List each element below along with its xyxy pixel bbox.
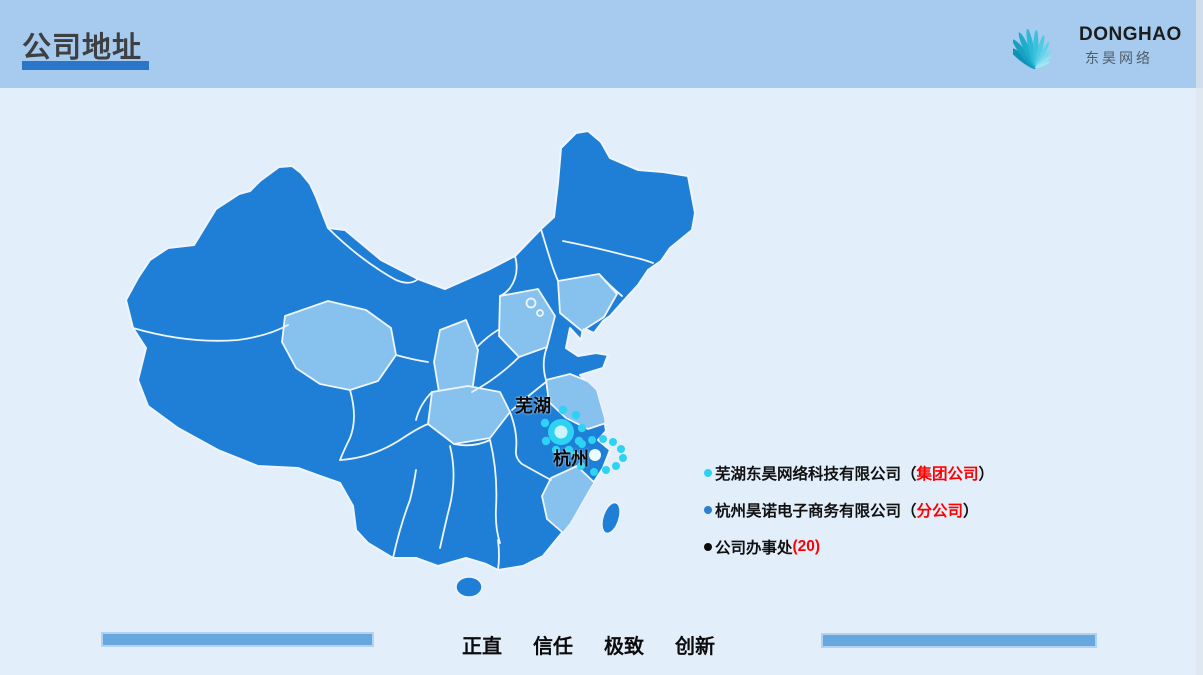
legend-paren: ）	[978, 466, 995, 483]
china-outline	[125, 130, 696, 571]
legend-company-name: 公司办事处	[715, 540, 793, 557]
legend-bullet-black	[704, 543, 712, 551]
decor-bar-left	[101, 632, 374, 647]
city-label-wuhu: 芜湖	[515, 396, 551, 416]
legend-highlight: (20)	[792, 538, 821, 555]
legend: 芜湖东昊网络科技有限公司 （ 集团公司 ） 杭州昊诺电子商务有限公司 （ 分公司…	[704, 462, 1034, 573]
value-word: 正直	[462, 636, 502, 658]
right-edge-strip	[1196, 0, 1203, 675]
header-band: 公司地址 DONGHAO 东昊网络	[0, 0, 1203, 88]
company-logo: DONGHAO 东昊网络	[1007, 4, 1185, 84]
legend-company-name: 芜湖东昊网络科技有限公司	[715, 466, 902, 483]
province-borders	[132, 227, 654, 570]
city-label-hangzhou: 杭州	[553, 449, 589, 469]
legend-item-group-company: 芜湖东昊网络科技有限公司 （ 集团公司 ）	[704, 462, 1034, 484]
legend-company-name: 杭州昊诺电子商务有限公司	[715, 503, 902, 520]
value-word: 极致	[604, 636, 644, 658]
logo-text: DONGHAO 东昊网络	[1079, 24, 1182, 68]
logo-name: DONGHAO	[1079, 24, 1182, 45]
hangzhou-marker	[571, 435, 627, 476]
value-word: 信任	[533, 636, 573, 658]
logo-subtitle: 东昊网络	[1085, 50, 1153, 66]
legend-paren: （	[901, 466, 917, 483]
legend-item-offices: 公司办事处 (20)	[704, 536, 1034, 558]
taiwan-island	[601, 501, 621, 535]
fan-logo-icon	[1013, 28, 1052, 69]
legend-bullet-cyan	[704, 469, 712, 477]
hainan-island	[455, 576, 483, 598]
china-map-svg	[125, 130, 696, 598]
china-map: 芜湖 杭州	[98, 128, 710, 620]
legend-item-branch-company: 杭州昊诺电子商务有限公司 （ 分公司 ）	[704, 499, 1034, 521]
page-title: 公司地址	[22, 32, 143, 64]
legend-paren: ）	[963, 503, 979, 520]
value-word: 创新	[675, 636, 715, 658]
decor-bar-right	[821, 633, 1097, 648]
legend-highlight: 集团公司	[916, 466, 979, 483]
legend-bullet-blue	[704, 506, 712, 514]
company-values: 正直 信任 极致 创新	[462, 630, 715, 659]
legend-paren: （	[901, 503, 917, 520]
title-underline	[22, 61, 149, 70]
wuhu-marker	[540, 405, 587, 455]
legend-highlight: 分公司	[916, 503, 964, 520]
